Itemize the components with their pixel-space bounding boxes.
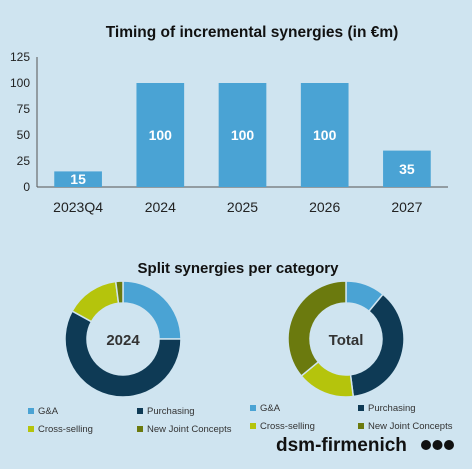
x-tick-label: 2026 bbox=[309, 199, 340, 215]
x-tick-label: 2023Q4 bbox=[53, 199, 103, 215]
legend-label: New Joint Concepts bbox=[147, 424, 232, 435]
legend-swatch bbox=[28, 408, 34, 414]
legend-swatch bbox=[250, 405, 256, 411]
legend-label: New Joint Concepts bbox=[368, 421, 453, 432]
slice-purchasing bbox=[349, 293, 405, 398]
y-tick-label: 50 bbox=[17, 128, 31, 142]
y-tick-label: 25 bbox=[17, 154, 31, 168]
legend-label: Purchasing bbox=[147, 406, 195, 417]
legend-label: Purchasing bbox=[368, 403, 416, 414]
bar-2027 bbox=[383, 150, 431, 187]
bar-chart: 0 25 50 75 100 125 15 2023Q4 100 2024 100 2025 100 20… bbox=[10, 50, 448, 215]
legend-swatch bbox=[358, 405, 364, 411]
bar-value-label: 100 bbox=[149, 127, 173, 143]
donut-section-title: Split synergies per category bbox=[138, 260, 340, 277]
x-tick-label: 2027 bbox=[391, 199, 422, 215]
y-tick-label: 125 bbox=[10, 50, 30, 64]
legend-label: Cross-selling bbox=[38, 424, 93, 435]
legend-right: G&A Purchasing Cross-selling New Joint Conc… bbox=[250, 403, 453, 432]
donut-chart-2024: 2024 bbox=[64, 280, 182, 398]
bar-value-label: 100 bbox=[313, 127, 337, 143]
bar-2026 bbox=[300, 83, 349, 187]
bar-2023Q4 bbox=[54, 171, 102, 187]
three-dots-logo-icon bbox=[421, 440, 454, 450]
bar-value-label: 35 bbox=[399, 161, 415, 177]
donut-center-label: 2024 bbox=[106, 332, 140, 349]
y-tick-label: 75 bbox=[17, 102, 31, 116]
donut-chart-total: Total bbox=[287, 280, 405, 398]
slice-cross-selling bbox=[71, 280, 120, 323]
x-tick-label: 2024 bbox=[145, 199, 176, 215]
x-tick-label: 2025 bbox=[227, 199, 258, 215]
legend-swatch bbox=[137, 408, 143, 414]
bar-2024 bbox=[136, 83, 185, 187]
bar-value-label: 100 bbox=[231, 127, 255, 143]
slice-new-joint-concepts bbox=[287, 280, 347, 378]
legend-swatch bbox=[137, 426, 143, 432]
bar-2025 bbox=[218, 83, 267, 187]
slice-new-joint-concepts bbox=[114, 280, 124, 305]
bar-chart-title: Timing of incremental synergies (in €m) bbox=[106, 24, 399, 41]
slice-g-a bbox=[122, 280, 182, 340]
legend-left: G&A Purchasing Cross-selling New Joint Conc… bbox=[28, 406, 232, 435]
bar-value-label: 15 bbox=[70, 171, 86, 187]
legend-swatch bbox=[358, 423, 364, 429]
donut-center-label: Total bbox=[329, 332, 364, 349]
legend-swatch bbox=[250, 423, 256, 429]
legend-label: G&A bbox=[260, 403, 281, 414]
slice-purchasing bbox=[64, 310, 182, 398]
legend-label: Cross-selling bbox=[260, 421, 315, 432]
y-tick-label: 100 bbox=[10, 76, 30, 90]
y-tick-label: 0 bbox=[23, 180, 30, 194]
logo-text: dsm-firmenich bbox=[276, 435, 407, 456]
legend-swatch bbox=[28, 426, 34, 432]
legend-label: G&A bbox=[38, 406, 59, 417]
